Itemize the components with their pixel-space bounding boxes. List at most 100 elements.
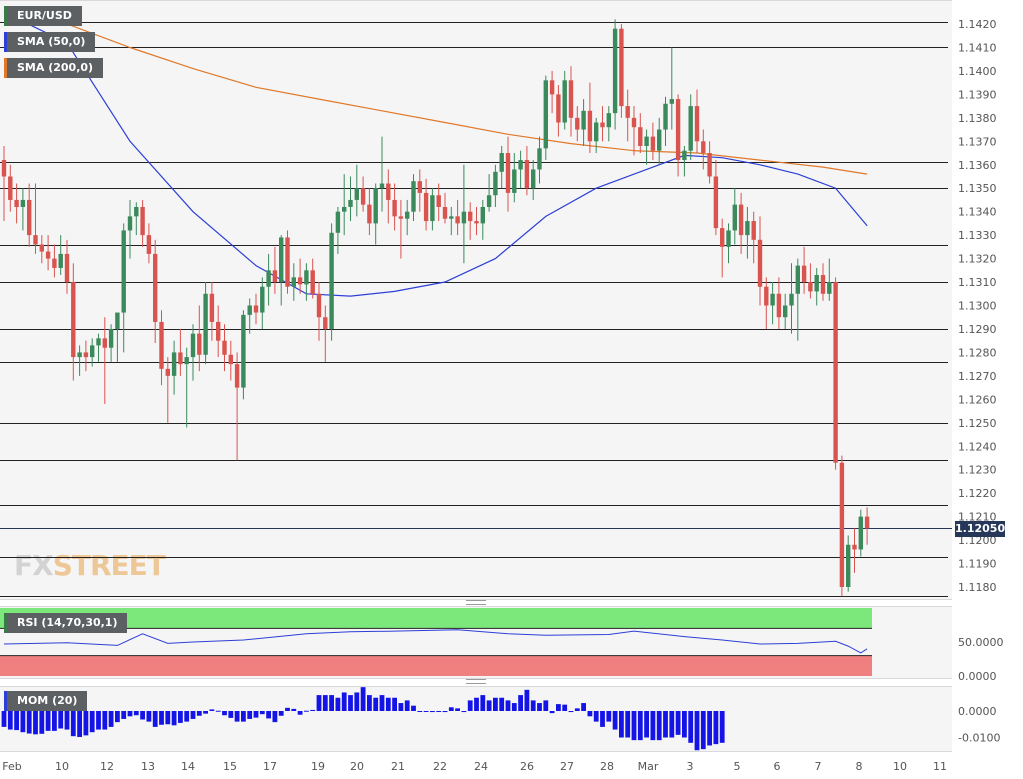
momentum-bar <box>165 711 171 725</box>
momentum-bar <box>127 711 133 717</box>
candle-down <box>694 106 700 142</box>
candle-down <box>764 286 769 306</box>
candle-down <box>600 122 605 128</box>
candle-down <box>423 192 429 222</box>
momentum-bar <box>669 711 675 738</box>
candle-up <box>657 129 662 151</box>
candle-down <box>505 153 511 193</box>
momentum-bar <box>556 704 561 711</box>
candle-down <box>436 195 441 207</box>
momentum-bar <box>285 707 290 711</box>
candle-up <box>795 265 800 294</box>
momentum-bar <box>266 711 271 719</box>
candle-down <box>64 253 70 283</box>
candle-down <box>707 153 712 177</box>
momentum-bar <box>656 711 662 741</box>
candle-down <box>625 106 630 118</box>
momentum-bar <box>436 711 442 712</box>
price-tick-label: 1.1340 <box>958 206 997 219</box>
momentum-bar <box>33 711 38 735</box>
rsi-label[interactable]: RSI (14,70,30,1) <box>4 613 128 633</box>
momentum-bar <box>461 711 467 713</box>
candle-up <box>203 293 208 355</box>
momentum-bar <box>373 697 379 711</box>
momentum-bar <box>304 710 309 712</box>
candle-down <box>102 338 107 348</box>
sma50-label[interactable]: SMA (50,0) <box>4 32 96 52</box>
panel-resize-handle[interactable] <box>466 679 486 684</box>
date-tick-label: 17 <box>263 760 277 773</box>
momentum-bar <box>310 709 316 711</box>
momentum-bar <box>713 711 719 745</box>
momentum-bar <box>644 711 649 738</box>
candle-up <box>663 103 668 130</box>
sma50-line <box>3 11 868 297</box>
symbol-label[interactable]: EUR/USD <box>4 6 82 26</box>
candle-up <box>606 113 611 128</box>
candle-down <box>159 321 164 369</box>
momentum-bar <box>272 711 278 723</box>
momentum-tick-label: 0.0000 <box>958 705 997 718</box>
momentum-bar <box>486 700 492 711</box>
momentum-bar <box>411 705 416 711</box>
candle-up <box>260 286 265 313</box>
candle-up <box>543 80 548 149</box>
candle-up <box>127 216 133 231</box>
candle-down <box>619 28 624 107</box>
candle-up <box>669 99 674 104</box>
momentum-bar <box>140 711 145 720</box>
price-levels <box>0 22 952 597</box>
date-tick-label: 6 <box>774 760 781 773</box>
candle-up <box>108 328 114 348</box>
date-tick-label: 14 <box>181 760 195 773</box>
candle-up <box>184 357 189 365</box>
momentum-bar <box>297 711 303 715</box>
candle-up <box>644 136 649 146</box>
candle-up <box>279 237 284 283</box>
candle-down <box>776 293 782 318</box>
candle-up <box>486 195 492 207</box>
momentum-bar <box>442 711 448 713</box>
candle-up <box>461 211 467 224</box>
candle-down <box>392 199 397 217</box>
candle-up <box>430 195 435 222</box>
momentum-bar <box>348 695 353 711</box>
candle-up <box>493 171 498 196</box>
momentum-bar <box>291 708 297 711</box>
price-tick-label: 1.1230 <box>958 464 997 477</box>
momentum-bar <box>52 711 57 731</box>
candle-down <box>360 188 366 205</box>
date-tick-label: 19 <box>311 760 325 773</box>
candle-down <box>222 340 227 355</box>
momentum-bar <box>625 711 631 738</box>
momentum-bar <box>537 703 542 711</box>
rsi-series <box>0 608 872 676</box>
panel-resize-handle[interactable] <box>466 600 486 605</box>
candle-down <box>27 199 32 236</box>
momentum-bar <box>247 711 253 719</box>
candle-up <box>745 221 750 236</box>
candle-up <box>379 183 385 189</box>
candle-down <box>474 221 479 224</box>
candle-down <box>631 117 637 128</box>
momentum-bar <box>45 711 51 731</box>
momentum-bar <box>133 711 139 716</box>
date-tick-label: 22 <box>433 760 447 773</box>
price-tick-label: 1.1240 <box>958 440 997 453</box>
momentum-bar <box>159 711 164 725</box>
price-tick-label: 1.1200 <box>958 534 997 547</box>
price-tick-label: 1.1330 <box>958 229 997 242</box>
candle-down <box>33 235 38 245</box>
candle-down <box>801 265 807 283</box>
candle-down <box>568 80 574 118</box>
candle-down <box>234 364 240 388</box>
momentum-label[interactable]: MOM (20) <box>4 691 88 711</box>
sma200-label[interactable]: SMA (200,0) <box>4 58 104 78</box>
candle-down <box>675 99 681 161</box>
candle-down <box>638 127 643 146</box>
candle-up <box>20 199 26 207</box>
fxstreet-watermark: FXSTREET <box>14 549 166 582</box>
candle-down <box>316 293 322 318</box>
momentum-bar <box>14 711 19 731</box>
